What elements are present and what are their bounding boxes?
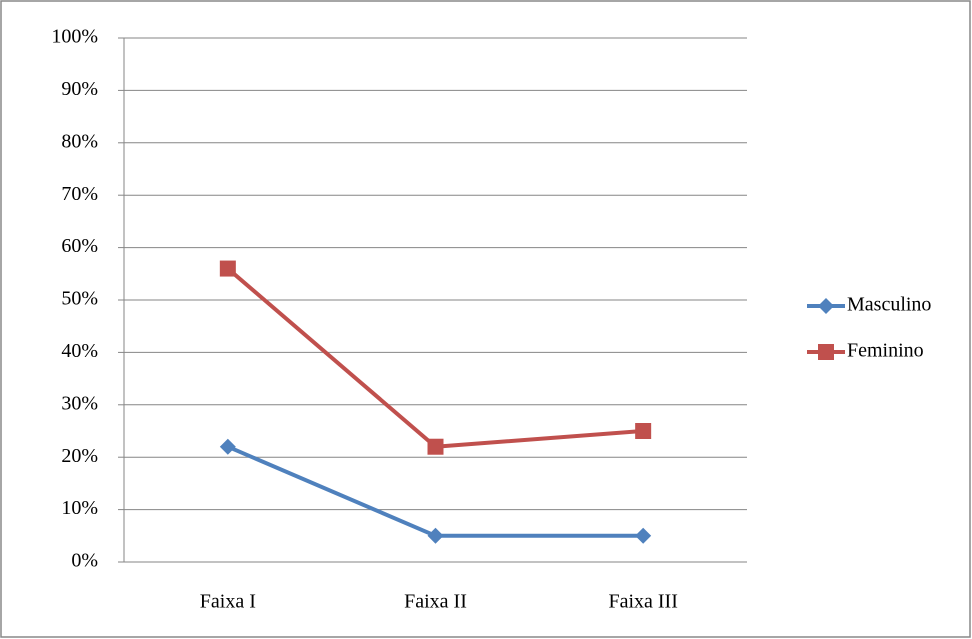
data-point	[427, 527, 444, 544]
data-point	[219, 260, 236, 277]
legend-marker	[818, 298, 834, 314]
y-tick-label: 90%	[61, 78, 98, 100]
y-tick-label: 50%	[61, 288, 98, 310]
y-tick-label: 10%	[61, 497, 98, 519]
y-tick-label: 20%	[61, 445, 98, 467]
y-tick-label: 0%	[71, 550, 98, 572]
y-tick-label: 100%	[51, 26, 98, 48]
y-tick-label: 70%	[61, 183, 98, 205]
data-point	[427, 438, 444, 455]
x-tick-label: Faixa II	[404, 591, 467, 613]
legend-label: Feminino	[847, 340, 924, 362]
data-point	[635, 527, 652, 544]
y-tick-label: 80%	[61, 130, 98, 152]
x-tick-label: Faixa I	[200, 591, 256, 613]
legend-label: Masculino	[847, 294, 931, 316]
data-point	[635, 423, 652, 439]
y-tick-label: 60%	[61, 235, 98, 257]
data-point	[219, 438, 236, 455]
y-tick-label: 30%	[61, 392, 98, 414]
y-tick-label: 40%	[61, 340, 98, 362]
legend-marker	[818, 344, 834, 360]
x-tick-label: Faixa III	[608, 591, 677, 613]
